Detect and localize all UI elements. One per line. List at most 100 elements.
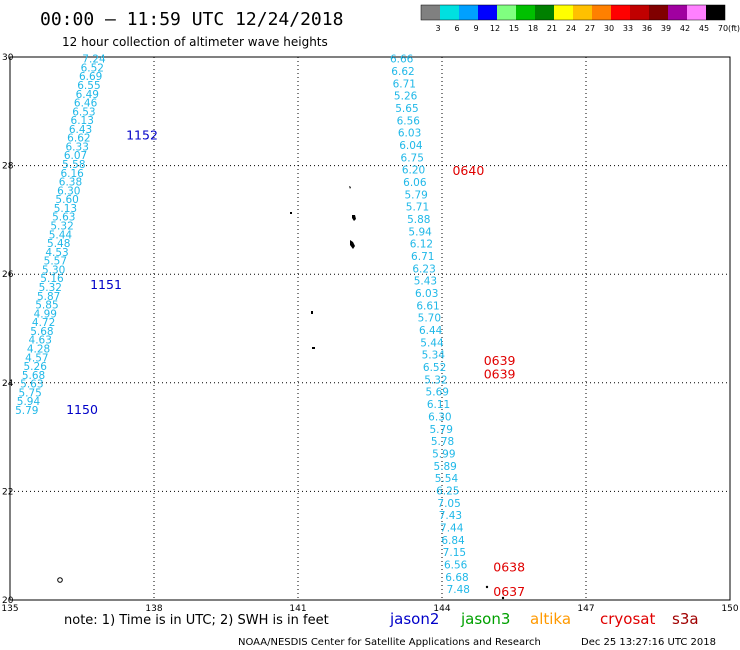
wave-height-value: 5.58	[62, 159, 85, 171]
colorbar-label: 30	[604, 24, 614, 33]
wave-height-value: 5.63	[20, 379, 43, 391]
colorbar-swatch	[687, 5, 706, 20]
colorbar-label: 3	[435, 24, 440, 33]
wave-height-value: 5.26	[24, 361, 48, 373]
colorbar-label: 6	[454, 24, 459, 33]
colorbar-swatch	[611, 5, 630, 20]
colorbar-swatch	[649, 5, 668, 20]
wave-height-value: 6.20	[402, 165, 425, 177]
wave-height-value: 7.43	[439, 510, 462, 522]
pass-label: 0639	[484, 367, 516, 382]
wave-height-value: 6.62	[67, 133, 90, 145]
island-6	[312, 347, 315, 349]
colorbar-swatch	[668, 5, 687, 20]
colorbar-label: 18	[528, 24, 538, 33]
coastline-features	[57, 186, 505, 600]
wave-height-value: 6.07	[64, 150, 87, 162]
colorbar-label: 45	[699, 24, 709, 33]
chart-title: 00:00 – 11:59 UTC 12/24/2018	[40, 9, 343, 30]
plot-area: 5.795.945.755.635.685.264.574.284.635.68…	[9, 54, 731, 601]
y-tick-label: 30	[2, 53, 14, 63]
wave-height-value: 6.03	[415, 288, 438, 300]
colorbar-swatch	[421, 5, 440, 20]
colorbar-label: 21	[547, 24, 557, 33]
wave-height-value: 7.48	[447, 584, 470, 596]
colorbar-swatch	[440, 5, 459, 20]
colorbar-label: 24	[566, 24, 576, 33]
legend-s3a: s3a	[672, 610, 699, 628]
x-tick-label: 141	[289, 604, 306, 614]
wave-height-value: 6.13	[71, 115, 94, 127]
y-tick-label: 22	[2, 487, 13, 497]
footer-timestamp: Dec 25 13:27:16 UTC 2018	[581, 637, 716, 648]
wave-height-value: 5.54	[435, 473, 459, 485]
wave-height-value: 5.63	[52, 212, 75, 224]
island-8	[485, 585, 489, 589]
wave-height-value: 5.68	[30, 326, 53, 338]
wave-height-value: 7.15	[443, 547, 466, 559]
wave-height-value: 5.48	[47, 238, 70, 250]
wave-height-value: 6.30	[57, 185, 80, 197]
wave-height-value: 5.79	[404, 189, 427, 201]
wave-height-value: 6.69	[79, 71, 102, 83]
altimeter-tracks: 5.795.945.755.635.685.264.574.284.635.68…	[15, 54, 470, 597]
wave-height-value: 5.32	[424, 374, 447, 386]
wave-height-value: 5.68	[22, 370, 45, 382]
colorbar-label: 27	[585, 24, 595, 33]
wave-height-value: 5.85	[35, 300, 58, 312]
wave-height-value: 5.69	[426, 387, 449, 399]
wave-height-value: 6.71	[393, 78, 416, 90]
colorbar-label: 39	[661, 24, 671, 33]
y-axis-ticks: 20 22 24 26 28 30	[2, 53, 14, 606]
wave-height-value: 6.62	[391, 66, 414, 78]
wave-height-value: 7.05	[437, 498, 460, 510]
pass-label: 0639	[484, 353, 516, 368]
y-tick-label: 20	[2, 596, 14, 606]
wave-height-value: 6.68	[445, 572, 468, 584]
pass-label: 0637	[493, 584, 525, 599]
wave-height-value: 4.53	[45, 247, 68, 259]
colorbar-label: 33	[623, 24, 633, 33]
wave-height-value: 4.57	[25, 352, 48, 364]
colorbar-swatch	[554, 5, 573, 20]
colorbar-label: 36	[642, 24, 652, 33]
pass-label: 1152	[126, 128, 158, 143]
colorbar-label: 42	[680, 24, 690, 33]
island-4	[290, 212, 292, 214]
wave-height-value: 6.61	[416, 300, 439, 312]
y-tick-label: 28	[2, 162, 14, 172]
colorbar-swatch	[497, 5, 516, 20]
x-tick-label: 150	[721, 604, 738, 614]
y-tick-label: 26	[2, 270, 14, 280]
wave-height-value: 5.57	[44, 256, 67, 268]
wave-height-value: 5.32	[50, 221, 73, 233]
colorbar-swatch	[630, 5, 649, 20]
wave-height-value: 5.16	[40, 273, 64, 285]
pass-label: 1151	[90, 277, 122, 292]
wave-height-value: 4.28	[27, 343, 50, 355]
legend-jason2: jason2	[389, 610, 439, 628]
wave-height-value: 5.26	[394, 91, 418, 103]
island-2	[352, 215, 356, 221]
colorbar-label: 12	[490, 24, 500, 33]
footer-note: note: 1) Time is in UTC; 2) SWH is in fe…	[64, 613, 329, 628]
gridlines	[10, 57, 730, 600]
x-tick-label: 144	[433, 604, 450, 614]
wave-height-value: 5.32	[39, 282, 62, 294]
wave-height-value: 6.46	[74, 98, 98, 110]
wave-height-value: 6.55	[77, 80, 100, 92]
wave-height-value: 6.52	[81, 62, 104, 74]
wave-height-value: 5.75	[18, 387, 41, 399]
colorbar-swatch	[706, 5, 725, 20]
wave-height-value: 6.56	[444, 559, 468, 571]
y-tick-label: 24	[2, 379, 14, 389]
wave-height-value: 5.99	[432, 448, 455, 460]
wave-height-value: 6.23	[412, 263, 435, 275]
wave-height-value: 6.44	[419, 325, 443, 337]
wave-height-value: 6.06	[403, 177, 427, 189]
wave-height-value: 5.44	[49, 229, 73, 241]
colorbar-label: 15	[509, 24, 519, 33]
wave-height-value: 6.84	[441, 535, 465, 547]
island-5	[311, 311, 313, 314]
wave-height-value: 5.94	[408, 226, 432, 238]
